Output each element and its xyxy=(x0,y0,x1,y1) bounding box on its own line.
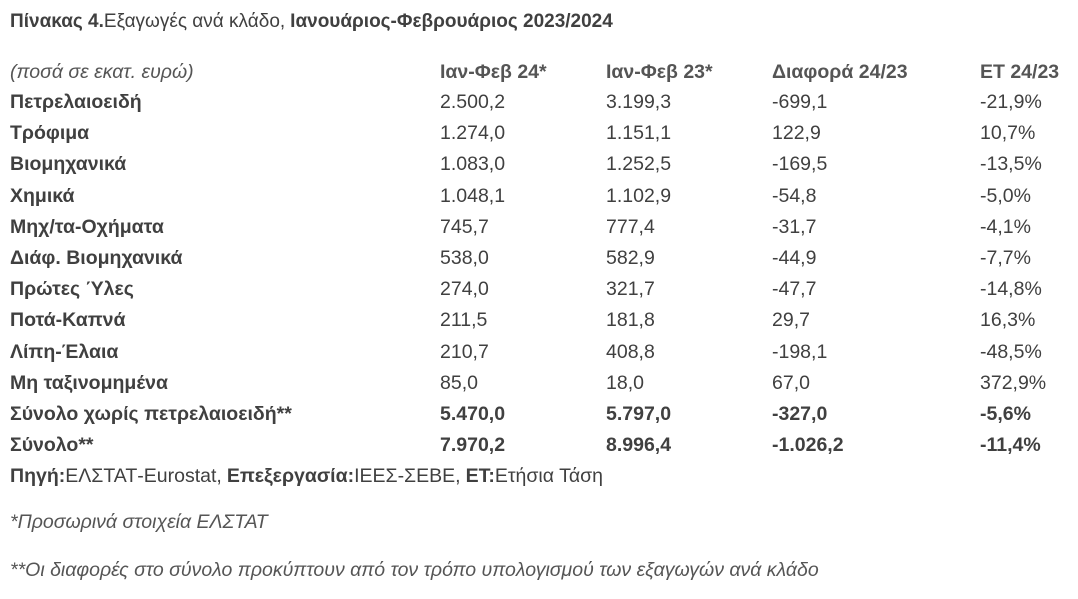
source-text: Ετήσια Τάση xyxy=(494,465,604,487)
column-header: Ιαν-Φεβ 24* xyxy=(440,61,547,83)
column-header: (ποσά σε εκατ. ευρώ) xyxy=(10,61,194,83)
table-cell: 321,7 xyxy=(606,278,655,301)
table-cell: 274,0 xyxy=(440,278,489,301)
table-cell: 210,7 xyxy=(440,340,489,363)
title-label: Πίνακας 4. xyxy=(10,11,104,32)
row-label: Διάφ. Βιομηχανικά xyxy=(10,247,183,269)
table-cell: -169,5 xyxy=(772,153,828,176)
table-cell: -44,9 xyxy=(772,247,817,269)
table-cell: -198,1 xyxy=(772,340,828,363)
title-period: Ιανουάριος-Φεβρουάριος 2023/2024 xyxy=(290,11,613,32)
column-header: Ιαν-Φεβ 23* xyxy=(606,61,713,83)
row-label: Μη ταξινομημένα xyxy=(10,371,168,394)
table-cell: -7,7% xyxy=(980,247,1031,269)
row-label: Πρώτες Ύλες xyxy=(10,278,134,301)
table-cell: -13,5% xyxy=(980,153,1042,176)
table-cell: -5,0% xyxy=(980,184,1031,207)
table-cell: 1.252,5 xyxy=(606,153,672,176)
table-cell: 408,8 xyxy=(606,340,655,363)
table-cell: 16,3% xyxy=(980,309,1036,332)
total-label: Σύνολο** xyxy=(10,434,94,457)
table-cell: -4,1% xyxy=(980,215,1031,238)
footnote: *Προσωρινά στοιχεία ΕΛΣΤΑΤ xyxy=(10,511,268,533)
table-cell: 67,0 xyxy=(772,371,810,394)
source: Πηγή:ΕΛΣΤΑΤ-Eurostat, Επεξεργασία:ΙΕΕΣ-ΣΕ… xyxy=(10,465,608,488)
column-header: ΕΤ 24/23 xyxy=(980,61,1060,83)
total-label: Σύνολο χωρίς πετρελαιοειδή** xyxy=(10,403,292,425)
table-cell: -47,7 xyxy=(772,278,817,301)
source-text: ΙΕΕΣ-ΣΕΒΕ, xyxy=(354,465,461,487)
total-cell: -11,4% xyxy=(980,434,1041,457)
table-cell: 1.048,1 xyxy=(440,184,506,207)
table-cell: 10,7% xyxy=(980,122,1036,145)
total-cell: -5,6% xyxy=(980,403,1031,425)
source-label: Πηγή: xyxy=(10,465,66,487)
row-label: Λίπη-Έλαια xyxy=(10,340,119,363)
row-label: Χημικά xyxy=(10,184,75,207)
source-text: ΕΛΣΤΑΤ-Eurostat, xyxy=(65,465,222,487)
table-cell: 29,7 xyxy=(772,309,810,332)
source-label: Επεξεργασία: xyxy=(226,465,355,487)
table-cell: -54,8 xyxy=(772,184,817,207)
table-cell: 1.083,0 xyxy=(440,153,506,176)
total-cell: -1.026,2 xyxy=(772,434,844,457)
table-cell: 85,0 xyxy=(440,371,478,394)
title-text: Εξαγωγές ανά κλάδο, xyxy=(103,11,286,32)
footnote: **Οι διαφορές στο σύνολο προκύπτουν από … xyxy=(10,559,819,581)
total-cell: 8.996,4 xyxy=(606,434,672,457)
table-cell: 211,5 xyxy=(440,309,488,332)
table-cell: -48,5% xyxy=(980,340,1042,363)
row-label: Τρόφιμα xyxy=(10,122,90,145)
total-cell: 5.470,0 xyxy=(440,403,506,425)
row-label: Πετρελαιοειδή xyxy=(10,91,142,113)
table-cell: 18,0 xyxy=(606,371,644,394)
column-header: Διαφορά 24/23 xyxy=(772,61,908,83)
total-cell: 5.797,0 xyxy=(606,403,672,425)
table-cell: 745,7 xyxy=(440,215,489,238)
source-label: ΕΤ: xyxy=(465,465,495,487)
row-label: Μηχ/τα-Οχήματα xyxy=(10,215,164,238)
table-cell: 582,9 xyxy=(606,247,655,269)
table-cell: 1.102,9 xyxy=(606,184,672,207)
table-cell: -31,7 xyxy=(772,215,817,238)
table-cell: 538,0 xyxy=(440,247,489,269)
table-cell: -14,8% xyxy=(980,278,1042,301)
table-cell: -699,1 xyxy=(772,91,828,113)
total-cell: 7.970,2 xyxy=(440,434,506,457)
total-cell: -327,0 xyxy=(772,403,828,425)
table-cell: 181,8 xyxy=(606,309,655,332)
title: Πίνακας 4.Εξαγωγές ανά κλάδο, Ιανουάριος-… xyxy=(10,11,613,33)
table-cell: 122,9 xyxy=(772,122,821,145)
table-cell: 777,4 xyxy=(606,215,655,238)
table-cell: 1.151,1 xyxy=(606,122,672,145)
table-cell: 3.199,3 xyxy=(606,91,672,113)
table-cell: 1.274,0 xyxy=(440,122,506,145)
row-label: Ποτά-Καπνά xyxy=(10,309,126,332)
table-cell: 2.500,2 xyxy=(440,91,506,113)
row-label: Βιομηχανικά xyxy=(10,153,127,176)
table-cell: -21,9% xyxy=(980,91,1042,113)
table-cell: 372,9% xyxy=(980,371,1047,394)
